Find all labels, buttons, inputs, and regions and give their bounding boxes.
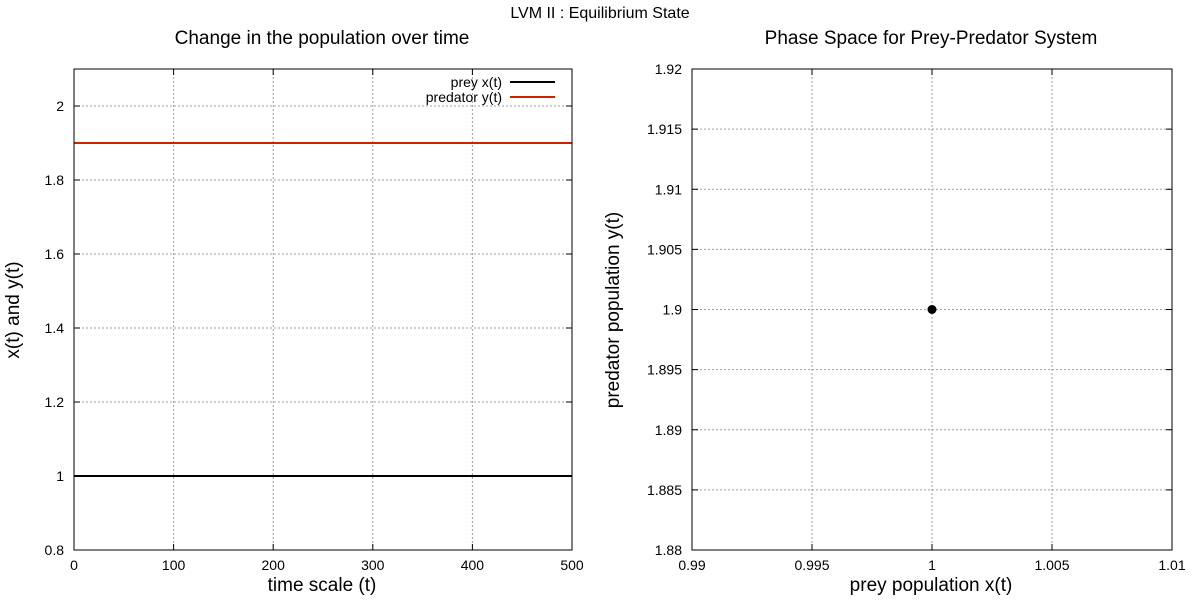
right-y-axis-label: predator population y(t)	[603, 212, 624, 408]
left-x-tick-label: 100	[162, 557, 186, 573]
right-x-tick-label: 0.995	[794, 557, 829, 573]
left-y-tick-label: 1.2	[45, 394, 65, 410]
right-x-axis-label: prey population x(t)	[850, 575, 1013, 596]
right-y-tick-label: 1.89	[655, 422, 682, 438]
right-x-tick-label: 1.005	[1034, 557, 1069, 573]
right-y-tick-label: 1.88	[655, 542, 682, 558]
right-x-tick-label: 1	[928, 557, 936, 573]
right-y-tick-label: 1.885	[647, 482, 682, 498]
right-plot-frame	[691, 68, 1173, 551]
right-ticks: 0.99 0.995 1 1.005 1.01 1.88 1.885 1.89 1.895 1.9…	[647, 61, 1186, 573]
right-y-tick-label: 1.895	[647, 362, 682, 378]
left-plot-frame	[73, 68, 573, 551]
left-x-axis-label: time scale (t)	[268, 575, 377, 596]
time-series-plot: Change in the population over time time …	[3, 28, 584, 596]
left-y-tick-label: 1.4	[45, 320, 65, 336]
equilibrium-point	[927, 305, 937, 314]
left-x-tick-label: 400	[461, 557, 485, 573]
right-y-tick-label: 1.9	[663, 302, 683, 318]
figure-title: LVM II : Equilibrium State	[510, 5, 689, 22]
legend: prey x(t)predator y(t)	[426, 74, 555, 105]
right-points	[927, 305, 937, 314]
legend-label-prey: prey x(t)	[451, 74, 502, 90]
left-y-tick-label: 1.8	[45, 172, 65, 188]
right-y-tick-label: 1.92	[655, 61, 682, 77]
right-grid	[692, 69, 1172, 550]
left-x-tick-label: 200	[262, 557, 286, 573]
left-y-tick-label: 0.8	[45, 542, 65, 558]
left-grid	[74, 69, 572, 550]
right-y-tick-label: 1.915	[647, 121, 682, 137]
left-chart-title: Change in the population over time	[175, 28, 470, 49]
left-x-tick-label: 0	[70, 557, 78, 573]
right-x-tick-label: 1.01	[1158, 557, 1185, 573]
right-y-tick-label: 1.91	[655, 181, 682, 197]
left-y-tick-label: 1	[56, 468, 64, 484]
left-series	[74, 142, 572, 477]
left-y-axis-label: x(t) and y(t)	[3, 261, 24, 358]
left-y-tick-label: 2	[56, 98, 64, 114]
right-x-tick-label: 0.99	[678, 557, 705, 573]
right-chart-title: Phase Space for Prey-Predator System	[765, 28, 1098, 49]
left-y-tick-label: 1.6	[45, 246, 65, 262]
phase-space-plot: Phase Space for Prey-Predator System pre…	[603, 28, 1186, 596]
left-x-tick-label: 300	[361, 557, 385, 573]
left-ticks: 0 100 200 300 400 500 0.8 1 1.2 1.4 1.6 1.8 2	[45, 69, 584, 573]
left-x-tick-label: 500	[560, 557, 584, 573]
legend-label-predator: predator y(t)	[426, 89, 502, 105]
right-y-tick-label: 1.905	[647, 241, 682, 257]
